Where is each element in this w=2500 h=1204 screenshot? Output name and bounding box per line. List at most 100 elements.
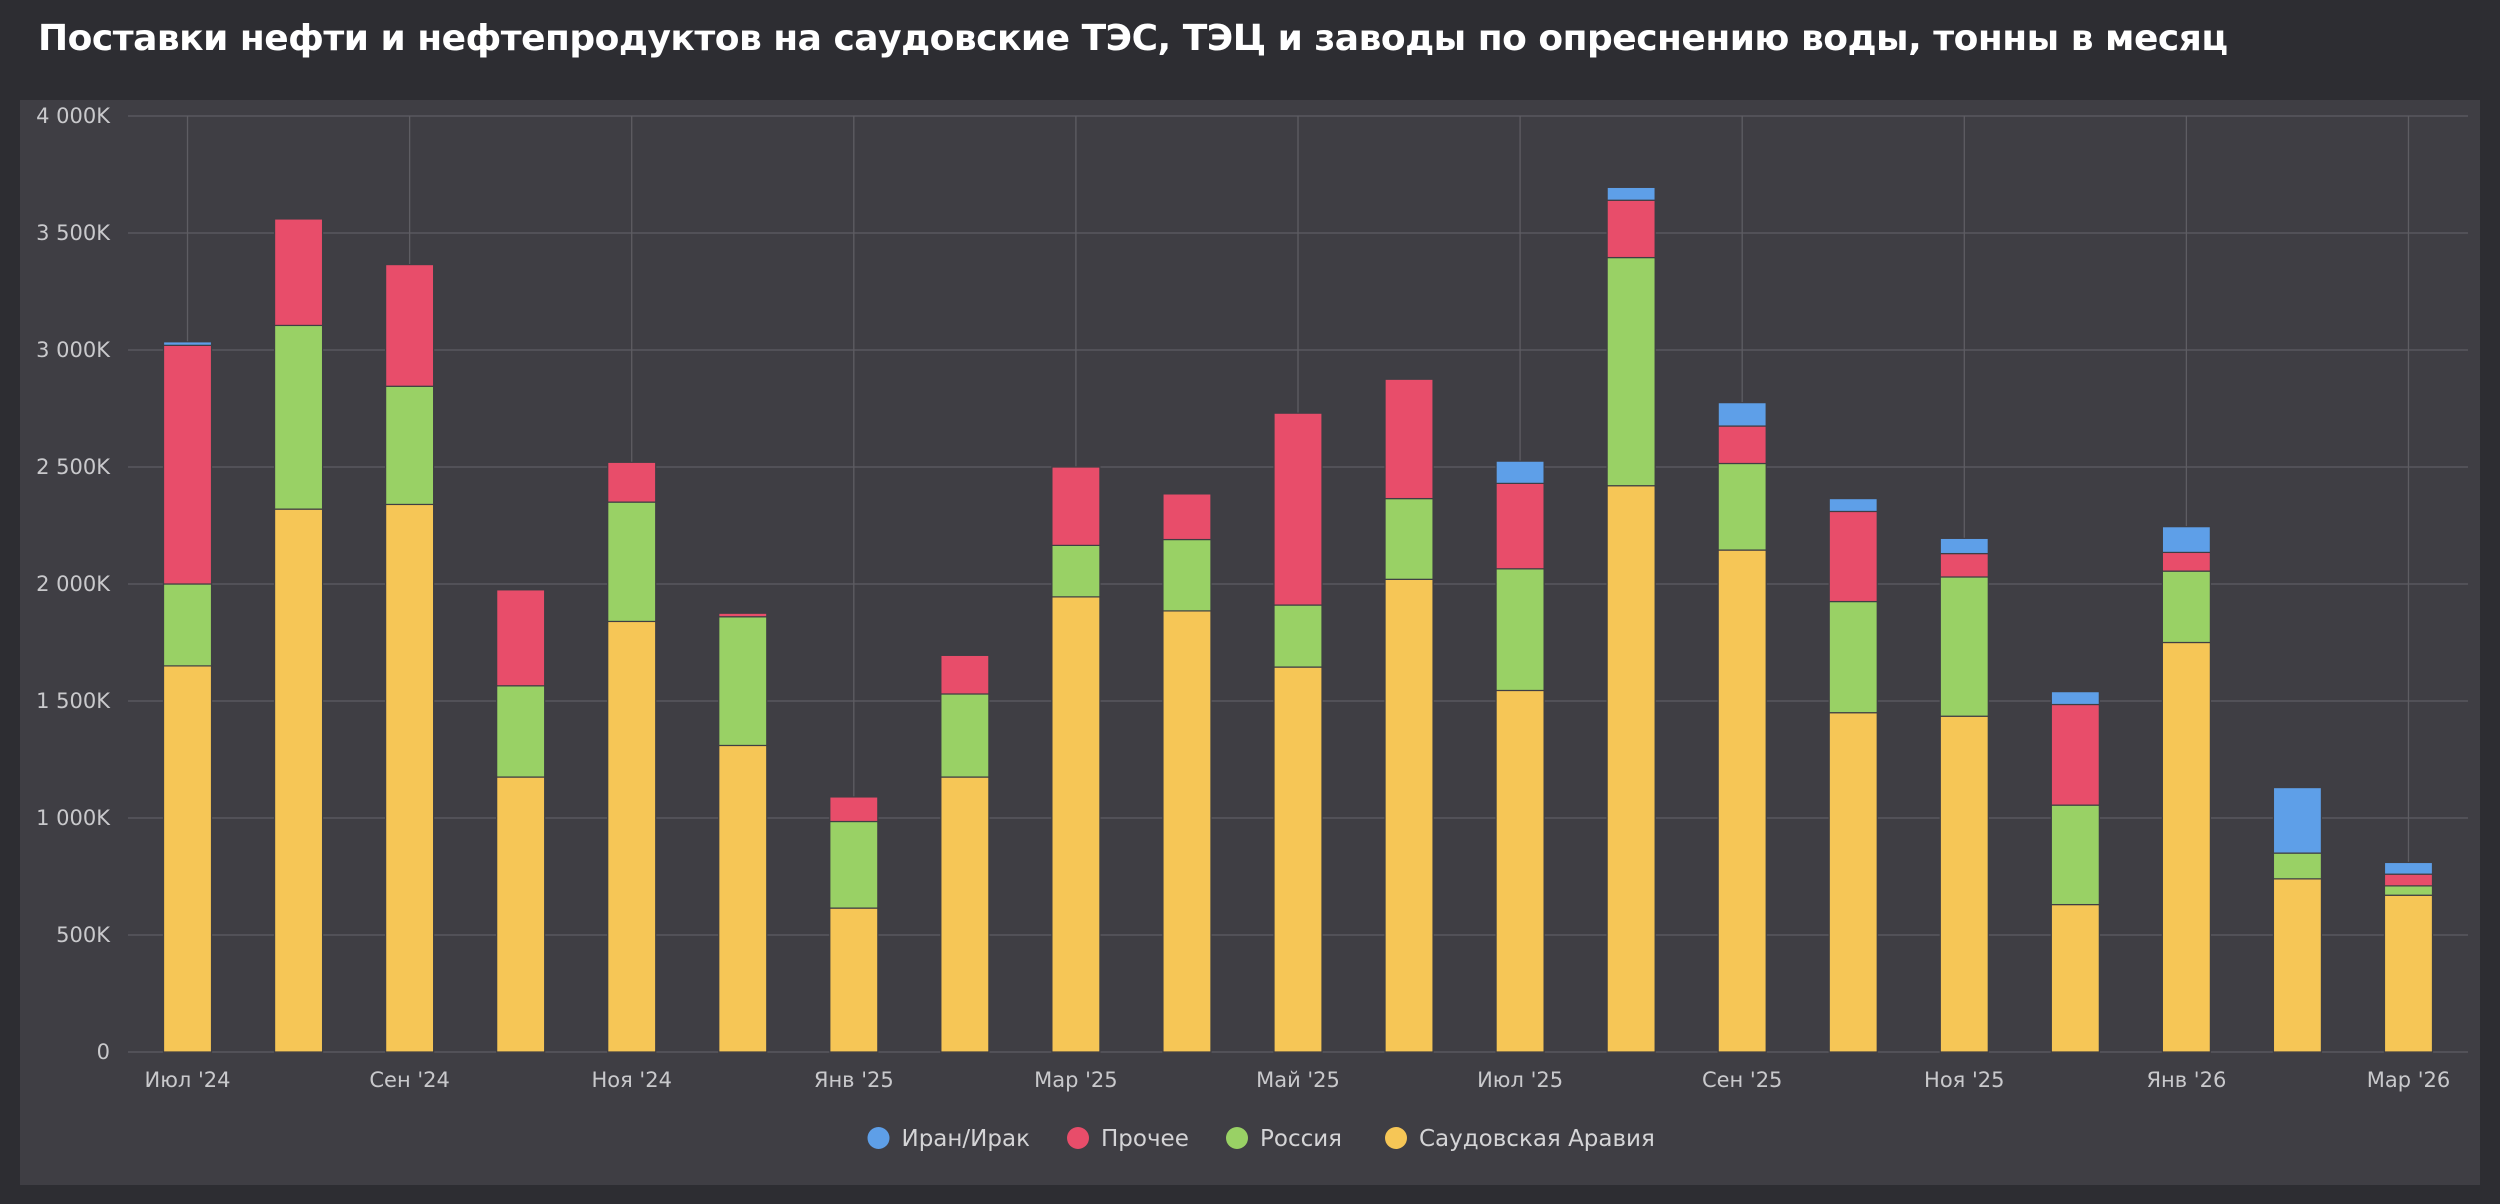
bar-segment-россия <box>2050 804 2100 906</box>
bar-segment-прочее <box>273 218 324 327</box>
bar-segment-саудовская-аравия <box>2161 641 2211 1053</box>
bar-segment-россия <box>2272 852 2323 880</box>
x-tick-label: Мар '25 <box>1034 1068 1118 1092</box>
bar-segment-россия <box>1828 600 1878 714</box>
bar-segment-саудовская-аравия <box>1939 715 1989 1053</box>
bar-segment-россия <box>940 693 990 778</box>
bar-segment-саудовская-аравия <box>1384 578 1434 1053</box>
bar-segment-россия <box>1939 576 1989 717</box>
legend-label-прочее: Прочее <box>1101 1126 1189 1152</box>
bar-segment-прочее <box>1717 425 1767 465</box>
y-tick-label: 500K <box>56 923 111 947</box>
bar-segment-саудовская-аравия <box>1828 712 1878 1053</box>
bar-segment-иран-ирак <box>1606 186 1656 201</box>
y-tick-label: 4 000K <box>36 104 111 128</box>
bar-segment-россия <box>2161 570 2211 644</box>
bar-segment-прочее <box>1162 493 1212 541</box>
bar-segment-прочее <box>1606 199 1656 259</box>
x-tick-label: Янв '25 <box>814 1068 894 1092</box>
x-tick-label: Ноя '24 <box>591 1068 671 1092</box>
bar-segment-прочее <box>1828 510 1878 603</box>
bar-segment-прочее <box>1384 378 1434 500</box>
legend-marker-саудовская-аравия <box>1385 1127 1407 1149</box>
bar-segment-иран-ирак <box>2272 786 2323 854</box>
bar-segment-иран-ирак <box>1717 402 1767 427</box>
bar-segment-прочее <box>2383 873 2434 887</box>
x-tick-label: Янв '26 <box>2146 1068 2226 1092</box>
y-tick-label: 2 500K <box>36 455 111 479</box>
bar-segment-иран-ирак <box>2050 691 2100 706</box>
bar-segment-прочее <box>1495 482 1545 570</box>
bar-segment-саудовская-аравия <box>1162 610 1212 1053</box>
bar-segment-прочее <box>496 589 546 687</box>
x-tick-label: Май '25 <box>1256 1068 1340 1092</box>
bar-segment-саудовская-аравия <box>1717 549 1767 1053</box>
x-tick-label: Мар '26 <box>2367 1068 2451 1092</box>
y-tick-label: 0 <box>97 1040 110 1064</box>
bar-segment-россия <box>1495 568 1545 692</box>
legend-marker-прочее <box>1067 1127 1089 1149</box>
bar-segment-россия <box>1606 256 1656 487</box>
chart-title: Поставки нефти и нефтепродуктов на саудо… <box>38 18 2228 59</box>
bar-segment-саудовская-аравия <box>940 776 990 1053</box>
bar-segment-саудовская-аравия <box>718 744 768 1053</box>
bar-segment-россия <box>1051 544 1101 598</box>
bar-segment-прочее <box>2050 703 2100 806</box>
bar-segment-россия <box>273 324 324 510</box>
bar-segment-россия <box>1273 604 1323 668</box>
bar-segment-россия <box>718 616 768 747</box>
y-tick-label: 1 000K <box>36 806 111 830</box>
bar-segment-россия <box>162 583 213 667</box>
bar-segment-саудовская-аравия <box>1606 485 1656 1053</box>
bar-segment-россия <box>496 685 546 778</box>
chart-panel: 0 500K 1 000K 1 500K 2 000K 2 500K 3 000K 3 500… <box>20 100 2480 1185</box>
y-tick-label: 1 500K <box>36 689 111 713</box>
bar-segment-иран-ирак <box>1828 497 1878 513</box>
bar-segment-прочее <box>1273 412 1323 606</box>
bar-segment-прочее <box>607 461 657 503</box>
x-tick-label: Ноя '25 <box>1924 1068 2004 1092</box>
y-tick-label: 3 000K <box>36 338 111 362</box>
y-tick-label: 3 500K <box>36 221 111 245</box>
stacked-bar-chart: 0 500K 1 000K 1 500K 2 000K 2 500K 3 000K 3 500… <box>36 104 2468 1152</box>
x-tick-label: Июл '24 <box>145 1068 231 1092</box>
bar-segment-саудовская-аравия <box>607 620 657 1053</box>
bar-segment-саудовская-аравия <box>496 776 546 1053</box>
legend-label-россия: Россия <box>1260 1126 1342 1152</box>
legend-marker-россия <box>1226 1127 1248 1149</box>
x-tick-label: Сен '25 <box>1702 1068 1782 1092</box>
bar-segment-россия <box>829 820 879 909</box>
bar-segment-саудовская-аравия <box>1051 596 1101 1053</box>
bar-segment-саудовская-аравия <box>273 508 324 1053</box>
bar-segment-саудовская-аравия <box>829 907 879 1053</box>
bar-segment-прочее <box>829 796 879 823</box>
bar-segment-россия <box>385 385 435 506</box>
bar-segment-иран-ирак <box>2383 861 2434 875</box>
bar-segment-саудовская-аравия <box>385 503 435 1053</box>
bar-segment-россия <box>607 501 657 623</box>
bar-segment-прочее <box>718 612 768 618</box>
legend-marker-иран-ирак <box>867 1127 890 1149</box>
bar-segment-саудовская-аравия <box>2050 903 2100 1053</box>
bar-segment-россия <box>1384 497 1434 580</box>
bar-segment-прочее <box>385 263 435 387</box>
x-tick-label: Сен '24 <box>369 1068 449 1092</box>
bar-segment-иран-ирак <box>2161 526 2211 554</box>
bar-segment-саудовская-аравия <box>2383 894 2434 1053</box>
bar-segment-иран-ирак <box>162 341 213 346</box>
legend-label-саудовская-аравия: Саудовская Аравия <box>1419 1126 1655 1152</box>
x-tick-label: Июл '25 <box>1477 1068 1563 1092</box>
bar-segment-саудовская-аравия <box>162 665 213 1053</box>
bar-segment-прочее <box>1051 466 1101 546</box>
bar-segment-россия <box>2383 885 2434 896</box>
legend-label-иран-ирак: Иран/Ирак <box>902 1126 1031 1152</box>
y-tick-label: 2 000K <box>36 572 111 596</box>
bar-segment-прочее <box>940 654 990 695</box>
bar-segment-саудовская-аравия <box>1495 689 1545 1053</box>
bar-segment-иран-ирак <box>1495 460 1545 484</box>
bar-segment-россия <box>1162 538 1212 612</box>
bar-segment-саудовская-аравия <box>2272 878 2323 1053</box>
bar-segment-прочее <box>1939 552 1989 578</box>
bar-segment-иран-ирак <box>1939 537 1989 555</box>
bar-segment-саудовская-аравия <box>1273 666 1323 1053</box>
